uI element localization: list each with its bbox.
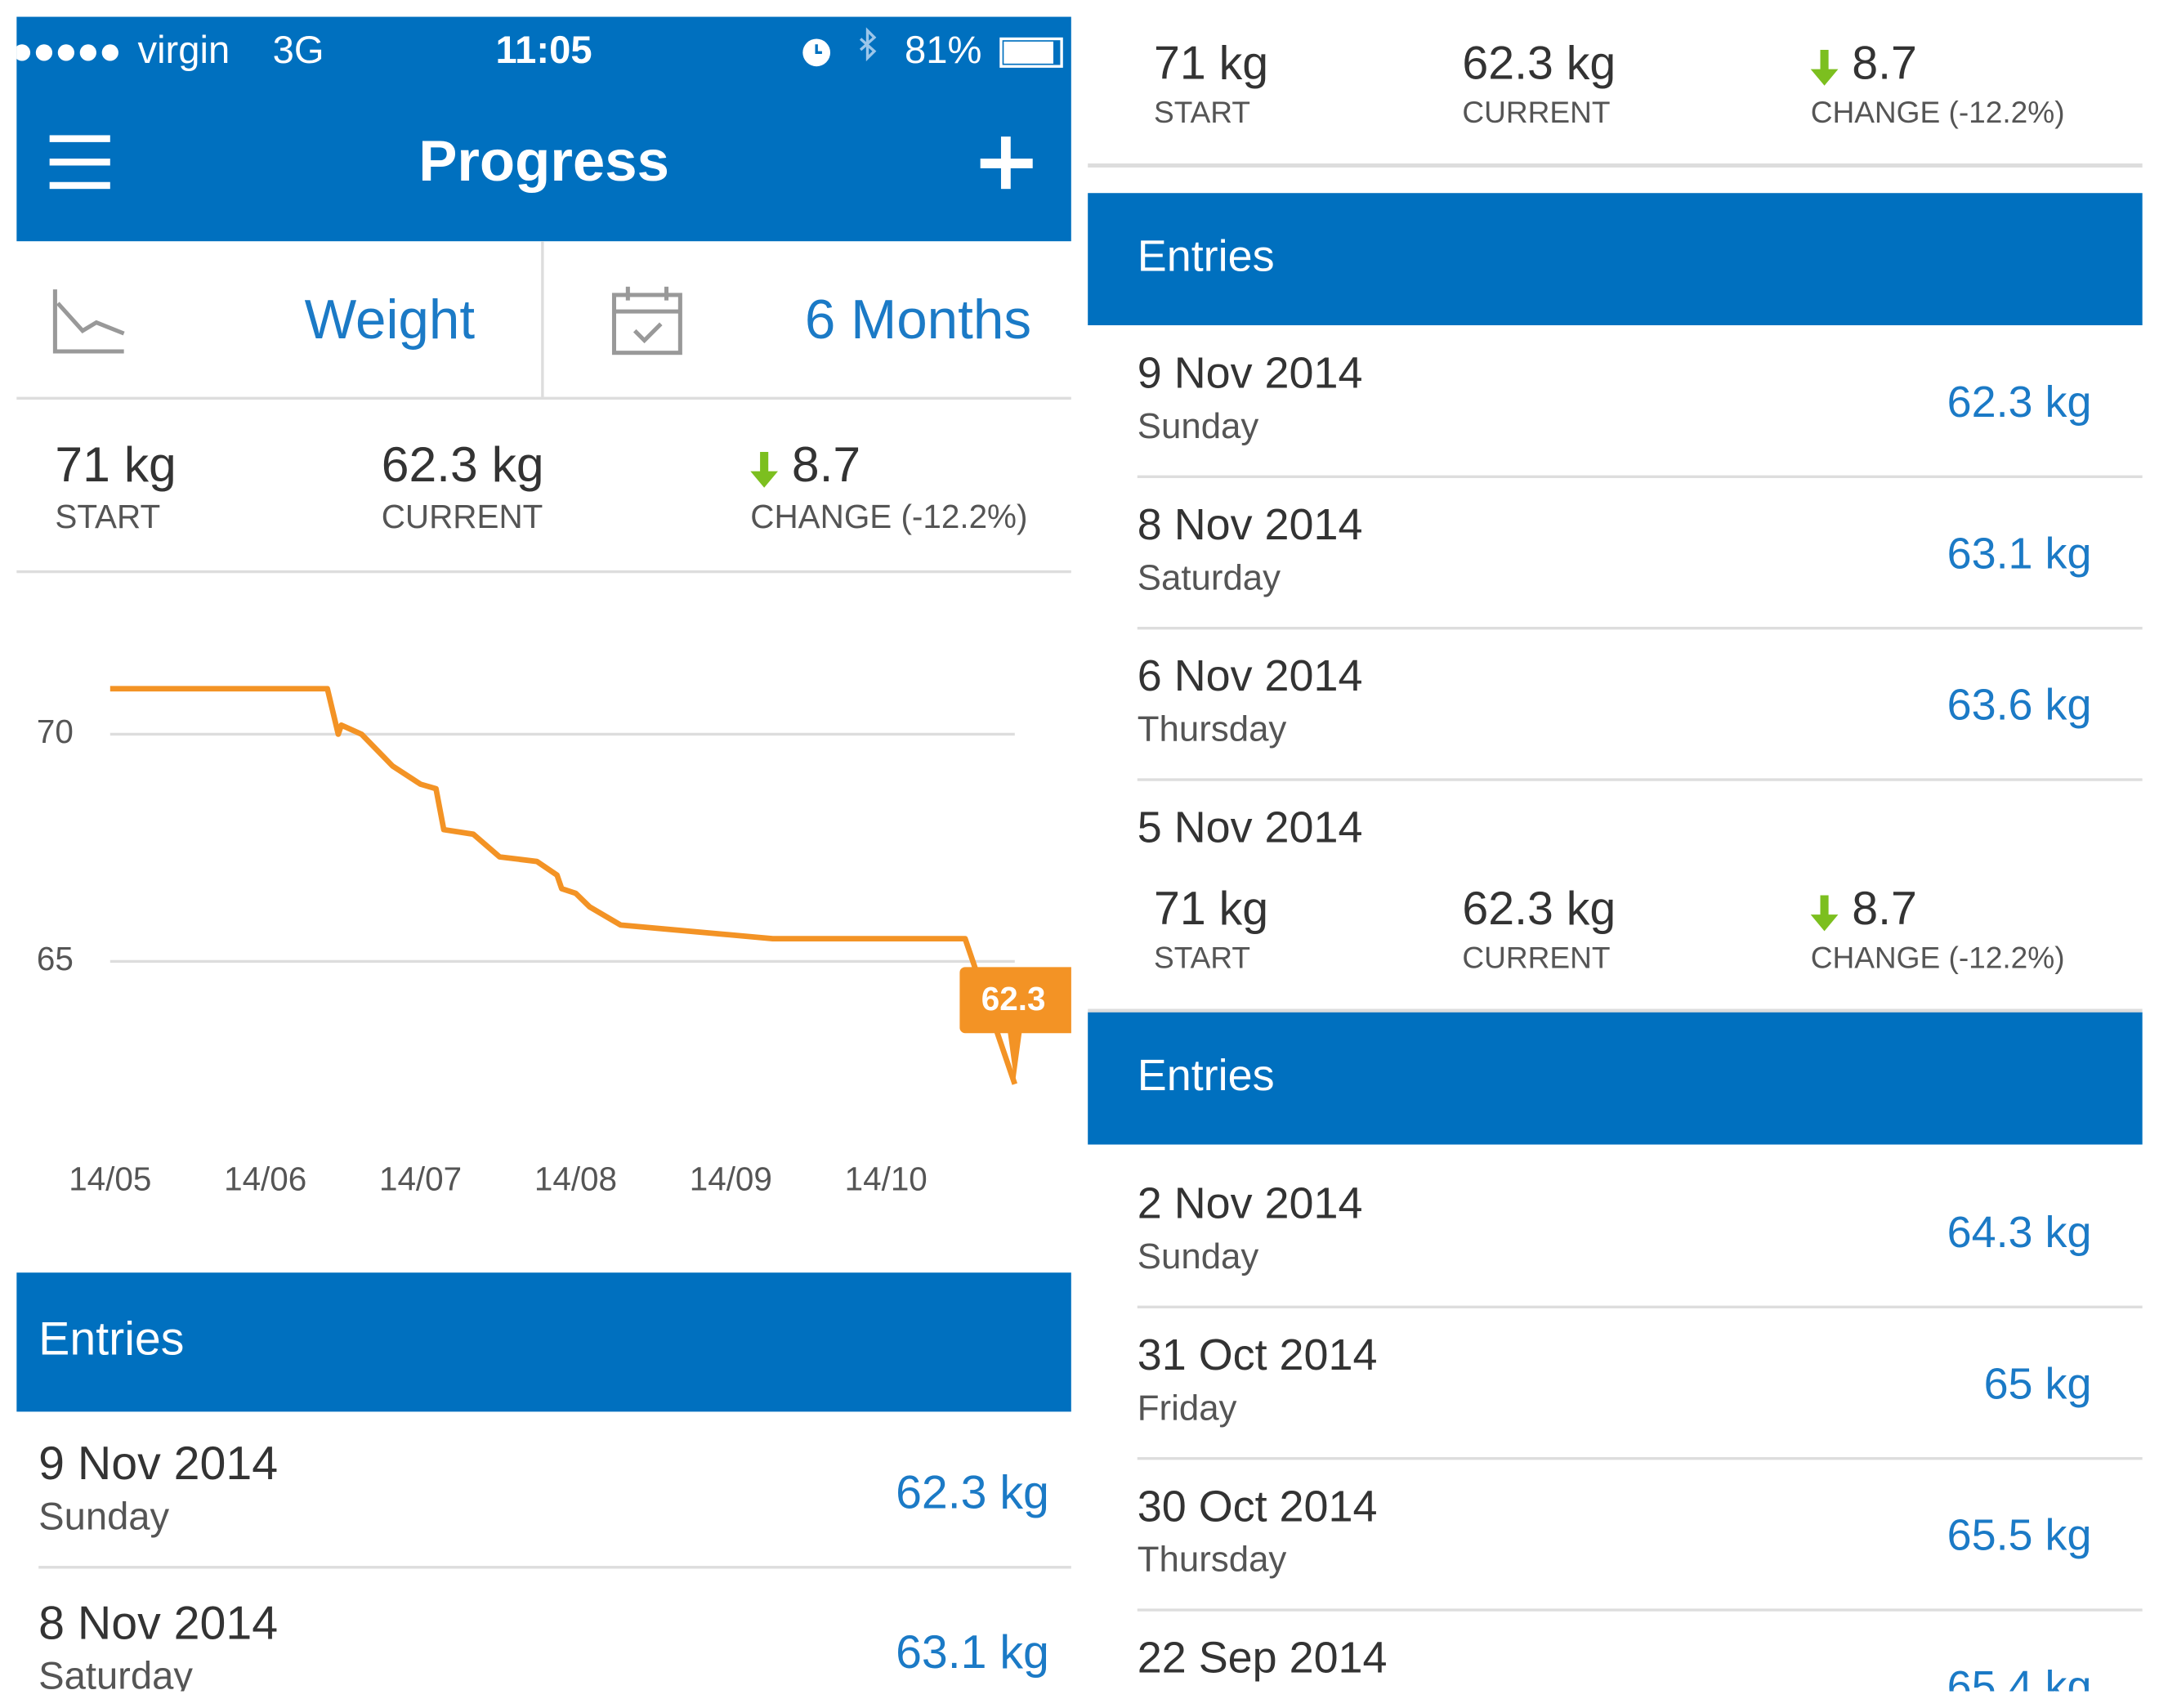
entry-date[interactable]: 30 Oct 2014 xyxy=(1138,1482,1378,1531)
battery-level xyxy=(1004,41,1053,64)
period-selector[interactable]: 6 Months xyxy=(805,289,1031,351)
entry-day: Sunday xyxy=(1138,1236,1259,1277)
add-button[interactable] xyxy=(980,136,1033,190)
right-top-screen: 71 kg START 62.3 kg CURRENT 8.7 CHANGE (-12.2… xyxy=(1088,37,2143,852)
entry-day: Thursday xyxy=(1138,1540,1287,1580)
entry-value: 62.3 kg xyxy=(1947,378,2092,427)
entry-date[interactable]: 22 Sep 2014 xyxy=(1138,1634,1388,1683)
down-arrow xyxy=(1810,49,1839,86)
current-value: 62.3 kg xyxy=(1462,37,1616,89)
header-bar xyxy=(16,16,1071,242)
y-tick-label: 70 xyxy=(37,713,74,750)
entry-value: 63.1 kg xyxy=(896,1626,1049,1679)
change-label: CHANGE (-12.2%) xyxy=(1811,95,2065,129)
current-label: CURRENT xyxy=(382,498,543,535)
entry-date[interactable]: 8 Nov 2014 xyxy=(1138,500,1363,549)
entry-day: Sunday xyxy=(1138,406,1259,446)
entries-header xyxy=(1088,193,2143,325)
current-value: 62.3 kg xyxy=(382,436,544,492)
down-arrow xyxy=(750,451,778,488)
entry-value: 64.3 kg xyxy=(1947,1208,2092,1257)
x-tick-label: 14/08 xyxy=(534,1160,617,1198)
entries-title: Entries xyxy=(1138,231,1275,280)
entry-day: Thursday xyxy=(1138,709,1287,749)
down-arrow xyxy=(1810,895,1839,932)
current-label: CURRENT xyxy=(1462,941,1610,975)
entry-value: 65.5 kg xyxy=(1947,1511,2092,1560)
clock: 11:05 xyxy=(496,28,592,71)
nav-title: Progress xyxy=(418,128,669,193)
battery-percent: 81% xyxy=(905,28,981,71)
calendar-icon[interactable] xyxy=(611,286,682,355)
change-label: CHANGE (-12.2%) xyxy=(750,498,1027,535)
entry-date[interactable]: 9 Nov 2014 xyxy=(1138,349,1363,398)
entry-value: 63.6 kg xyxy=(1947,681,2092,730)
entry-day: Friday xyxy=(1138,1388,1237,1428)
start-label: START xyxy=(1154,941,1250,975)
entry-day: Saturday xyxy=(1138,557,1281,597)
signal-dots xyxy=(16,44,118,61)
change-label: CHANGE (-12.2%) xyxy=(1811,941,2065,975)
network: 3G xyxy=(273,28,324,71)
entries-title: Entries xyxy=(38,1312,184,1365)
entry-date[interactable]: 31 Oct 2014 xyxy=(1138,1330,1378,1379)
change-value: 8.7 xyxy=(1852,37,1917,89)
entries-header xyxy=(1088,1012,2143,1145)
metric-selector[interactable]: Weight xyxy=(305,289,476,351)
start-label: START xyxy=(55,498,160,535)
start-value: 71 kg xyxy=(1154,37,1268,89)
entry-date[interactable]: 5 Nov 2014 xyxy=(1138,803,1363,852)
entry-day: Saturday xyxy=(38,1654,193,1697)
entries-title: Entries xyxy=(1138,1051,1275,1100)
left-screen: virgin 3G 11:05 81% Progress Weight 6 Months 71… xyxy=(16,16,1071,1697)
menu-button[interactable] xyxy=(49,135,110,190)
x-tick-label: 14/10 xyxy=(845,1160,928,1198)
entries-header xyxy=(16,1272,1071,1412)
battery-icon xyxy=(999,37,1063,68)
weight-line xyxy=(110,686,1017,1085)
current-value: 62.3 kg xyxy=(1462,883,1616,935)
x-tick-label: 14/06 xyxy=(224,1160,306,1198)
entry-value: 63.1 kg xyxy=(1947,529,2092,578)
start-label: START xyxy=(1154,95,1250,129)
callout-box xyxy=(959,967,1071,1084)
start-value: 71 kg xyxy=(1154,883,1268,935)
callout-label: 62.3 xyxy=(981,980,1046,1017)
right-bottom-screen: 71 kg START 62.3 kg CURRENT 8.7 CHANGE (-12.2… xyxy=(1088,883,2143,1708)
start-value: 71 kg xyxy=(55,436,176,492)
x-tick-label: 14/07 xyxy=(379,1160,462,1198)
entry-value: 65 kg xyxy=(1984,1359,2092,1408)
entry-date[interactable]: 8 Nov 2014 xyxy=(38,1597,278,1649)
change-value: 8.7 xyxy=(1852,883,1917,935)
current-label: CURRENT xyxy=(1462,95,1610,129)
entry-date[interactable]: 6 Nov 2014 xyxy=(1138,651,1363,700)
entry-date[interactable]: 2 Nov 2014 xyxy=(1138,1179,1363,1228)
y-tick-label: 65 xyxy=(37,940,74,977)
chart-icon[interactable] xyxy=(52,289,125,354)
alarm-icon xyxy=(802,38,831,67)
entry-day: Sunday xyxy=(38,1494,169,1537)
carrier: virgin xyxy=(137,28,230,71)
change-value: 8.7 xyxy=(792,436,860,492)
x-tick-label: 14/05 xyxy=(69,1160,151,1198)
x-tick-label: 14/09 xyxy=(690,1160,772,1198)
entry-value: 65.4 kg xyxy=(1947,1662,2092,1708)
entry-date[interactable]: 9 Nov 2014 xyxy=(38,1437,278,1490)
bluetooth-icon xyxy=(859,27,877,62)
entry-value: 62.3 kg xyxy=(896,1466,1049,1518)
